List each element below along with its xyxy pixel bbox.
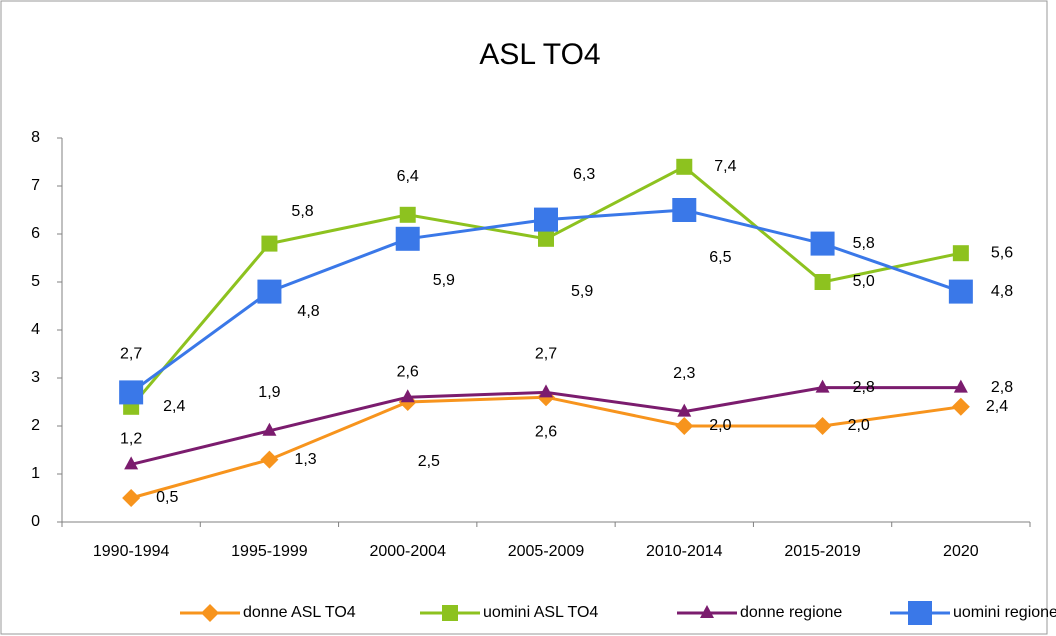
data-label: 2,4 xyxy=(986,398,1008,415)
x-tick-label: 2005-2009 xyxy=(508,543,585,560)
data-label: 2,8 xyxy=(991,379,1013,396)
data-label: 5,9 xyxy=(433,272,455,289)
data-point xyxy=(538,230,554,247)
y-tick-label: 8 xyxy=(31,129,40,146)
data-label: 6,4 xyxy=(397,168,419,185)
data-point xyxy=(814,274,831,290)
data-point xyxy=(815,379,830,393)
legend-label: donne ASL TO4 xyxy=(243,604,356,621)
data-point xyxy=(539,384,553,398)
x-tick-label: 2020 xyxy=(943,543,979,560)
legend-marker xyxy=(442,605,458,621)
legend-label: uomini regione xyxy=(953,604,1056,621)
y-tick-label: 2 xyxy=(31,417,40,434)
data-label: 4,8 xyxy=(991,283,1013,300)
x-tick-label: 2015-2019 xyxy=(784,543,861,560)
data-label: 6,5 xyxy=(709,249,731,266)
data-label: 2,0 xyxy=(848,417,870,434)
data-label: 2,7 xyxy=(120,346,142,363)
data-label: 5,9 xyxy=(571,283,593,300)
data-point xyxy=(948,279,973,304)
data-point xyxy=(119,380,144,405)
legend-marker xyxy=(700,605,714,618)
data-label: 4,8 xyxy=(297,303,319,320)
data-point xyxy=(122,489,141,507)
data-label: 5,8 xyxy=(853,235,875,252)
legend-marker xyxy=(908,601,932,625)
x-tick-label: 2010-2014 xyxy=(646,543,723,560)
y-tick-label: 3 xyxy=(31,369,40,386)
legend-label: donne regione xyxy=(740,604,842,621)
data-point xyxy=(810,231,835,256)
data-label: 5,0 xyxy=(853,273,875,290)
y-tick-label: 1 xyxy=(31,465,40,482)
y-tick-label: 0 xyxy=(31,513,40,530)
data-point xyxy=(395,226,420,251)
data-label: 1,3 xyxy=(294,451,316,468)
data-label: 0,5 xyxy=(156,489,178,506)
data-point xyxy=(124,456,139,470)
data-point xyxy=(676,158,693,175)
data-label: 2,0 xyxy=(709,417,731,434)
data-label: 7,4 xyxy=(714,158,736,175)
data-label: 2,8 xyxy=(853,379,875,396)
data-point xyxy=(675,417,694,435)
chart-title: ASL TO4 xyxy=(479,38,600,71)
data-point xyxy=(534,207,558,232)
data-point xyxy=(672,198,697,222)
data-point xyxy=(262,422,277,436)
data-label: 2,4 xyxy=(163,398,185,415)
data-label: 2,7 xyxy=(535,346,557,363)
data-label: 2,6 xyxy=(535,423,557,440)
data-point xyxy=(677,403,692,417)
data-label: 2,5 xyxy=(418,453,440,470)
data-point xyxy=(257,279,282,304)
data-label: 6,3 xyxy=(573,166,595,183)
x-tick-label: 1990-1994 xyxy=(93,543,170,560)
data-point xyxy=(399,206,416,223)
data-point xyxy=(952,245,969,262)
data-label: 5,8 xyxy=(291,203,313,220)
y-tick-label: 6 xyxy=(31,225,40,242)
y-tick-label: 5 xyxy=(31,273,40,290)
legend-marker xyxy=(201,604,219,622)
y-tick-label: 7 xyxy=(31,177,40,194)
data-point xyxy=(400,389,415,403)
data-point xyxy=(813,417,832,435)
data-label: 1,9 xyxy=(258,384,280,401)
y-tick-label: 4 xyxy=(31,321,40,338)
data-point xyxy=(261,235,278,252)
legend-label: uomini ASL TO4 xyxy=(483,604,598,621)
data-label: 2,3 xyxy=(673,365,695,382)
data-point xyxy=(951,397,970,416)
x-tick-label: 1995-1999 xyxy=(231,543,308,560)
data-label: 2,6 xyxy=(397,363,419,380)
data-point xyxy=(953,379,968,393)
data-label: 5,6 xyxy=(991,244,1013,261)
data-point xyxy=(260,450,279,469)
data-label: 1,2 xyxy=(120,431,142,448)
x-tick-label: 2000-2004 xyxy=(369,543,446,560)
